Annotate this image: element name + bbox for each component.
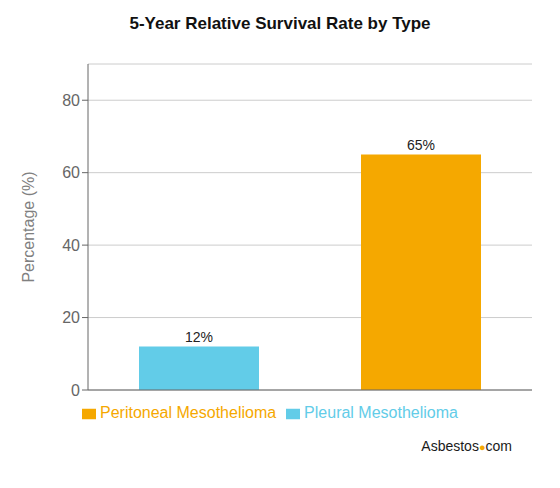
svg-text:80: 80 — [62, 92, 80, 109]
html-text:Asbestos●com: Asbestos●com — [421, 438, 512, 454]
svg-text:0: 0 — [71, 382, 80, 399]
html-text:Peritoneal Mesothelioma: Peritoneal Mesothelioma — [100, 404, 277, 421]
html-text:5-Year Relative Survival Rate: 5-Year Relative Survival Rate by Type — [129, 14, 431, 33]
svg-text:12%: 12% — [185, 329, 213, 345]
html-text:Pleural Mesothelioma: Pleural Mesothelioma — [304, 404, 458, 421]
svg-text:60: 60 — [62, 164, 80, 181]
svg-text:20: 20 — [62, 309, 80, 326]
svg-text:65%: 65% — [407, 137, 435, 153]
svg-text:Percentage (%): Percentage (%) — [20, 171, 37, 282]
svg-text:40: 40 — [62, 237, 80, 254]
